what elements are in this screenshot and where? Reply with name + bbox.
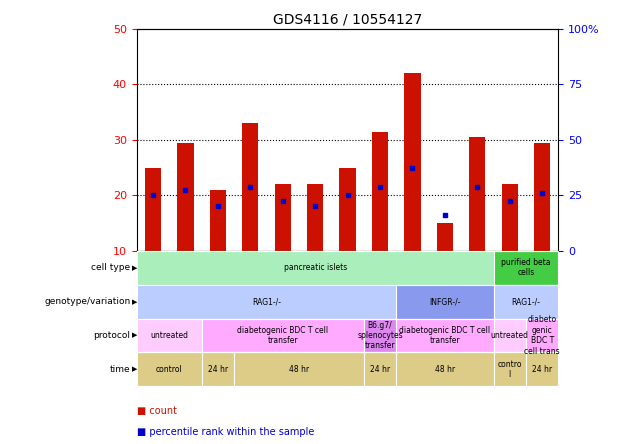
Text: pancreatic islets: pancreatic islets	[284, 263, 347, 272]
Bar	[396, 319, 494, 353]
Text: RAG1-/-: RAG1-/-	[511, 297, 541, 306]
Text: B6.g7/
splenocytes
transfer: B6.g7/ splenocytes transfer	[357, 321, 403, 350]
Title: GDS4116 / 10554127: GDS4116 / 10554127	[273, 12, 422, 26]
Text: 24 hr: 24 hr	[370, 365, 390, 374]
Bar	[137, 353, 202, 386]
Bar	[526, 319, 558, 353]
Text: ■ count: ■ count	[137, 406, 177, 416]
Text: protocol: protocol	[93, 331, 130, 340]
Bar	[364, 319, 396, 353]
Text: contro
l: contro l	[497, 360, 522, 379]
Bar	[137, 251, 494, 285]
Text: untreated: untreated	[491, 331, 529, 340]
Text: diabeto
genic
BDC T
cell trans: diabeto genic BDC T cell trans	[524, 315, 560, 356]
Text: ■ percentile rank within the sample: ■ percentile rank within the sample	[137, 427, 314, 436]
Bar	[137, 285, 396, 319]
Text: genotype/variation: genotype/variation	[44, 297, 130, 306]
Bar	[372, 131, 388, 251]
Bar	[145, 168, 161, 251]
Text: ▶: ▶	[132, 265, 137, 271]
Text: 24 hr: 24 hr	[208, 365, 228, 374]
Text: control: control	[156, 365, 183, 374]
Bar	[210, 190, 226, 251]
Bar	[396, 353, 494, 386]
Bar	[437, 223, 453, 251]
Bar	[494, 285, 558, 319]
Bar	[364, 353, 396, 386]
Bar	[534, 143, 550, 251]
Text: diabetogenic BDC T cell
transfer: diabetogenic BDC T cell transfer	[237, 326, 328, 345]
Text: RAG1-/-: RAG1-/-	[252, 297, 281, 306]
Bar	[494, 319, 526, 353]
Bar	[469, 137, 485, 251]
Bar	[494, 353, 526, 386]
Text: untreated: untreated	[150, 331, 188, 340]
Bar	[502, 184, 518, 251]
Bar	[177, 143, 193, 251]
Bar	[526, 353, 558, 386]
Bar	[137, 319, 202, 353]
Text: 48 hr: 48 hr	[289, 365, 309, 374]
Text: purified beta
cells: purified beta cells	[501, 258, 551, 278]
Bar	[404, 73, 420, 251]
Text: 24 hr: 24 hr	[532, 365, 552, 374]
Bar	[242, 123, 258, 251]
Bar	[340, 168, 356, 251]
Bar	[202, 353, 234, 386]
Text: INFGR-/-: INFGR-/-	[429, 297, 460, 306]
Bar	[234, 353, 364, 386]
Bar	[275, 184, 291, 251]
Text: diabetogenic BDC T cell
transfer: diabetogenic BDC T cell transfer	[399, 326, 490, 345]
Text: ▶: ▶	[132, 333, 137, 338]
Bar	[494, 251, 558, 285]
Bar	[396, 285, 494, 319]
Bar	[202, 319, 364, 353]
Text: 48 hr: 48 hr	[435, 365, 455, 374]
Bar	[307, 184, 323, 251]
Text: ▶: ▶	[132, 366, 137, 373]
Text: cell type: cell type	[91, 263, 130, 272]
Text: ▶: ▶	[132, 299, 137, 305]
Text: time: time	[110, 365, 130, 374]
